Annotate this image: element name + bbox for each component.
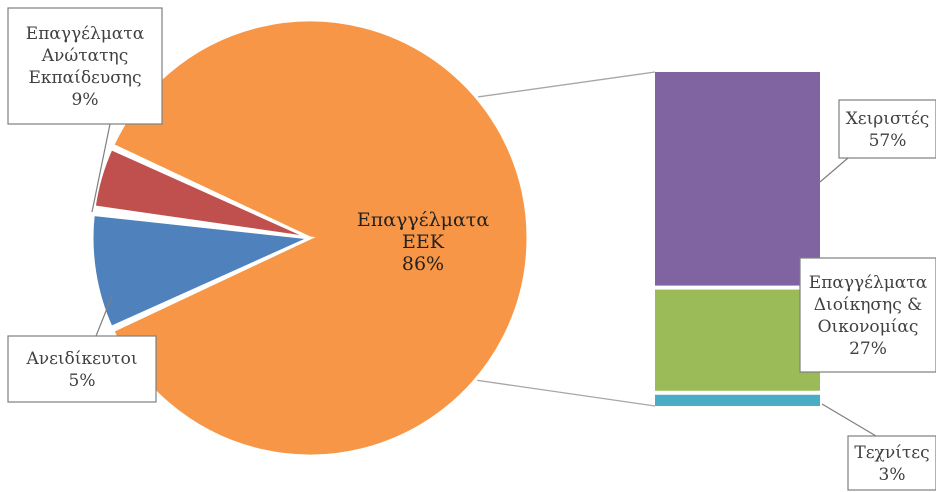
pie-label-2-leader (91, 123, 111, 213)
bar-label-2 (799, 257, 936, 373)
bar-label-1-box (838, 99, 936, 159)
bar-label-2-text: Επαγγέλματα Διοίκησης & Οικονομίας 27% (809, 273, 928, 359)
pie-label-3-text: Ανειδίκευτοι 5% (25, 349, 137, 391)
pie-slice-2 (90, 212, 316, 330)
pie-label-2-text: Επαγγέλματα Ανώτατης Εκπαίδευσης 9% (26, 24, 145, 110)
pie-label-2-box (7, 7, 163, 125)
bar-segment-3 (655, 394, 820, 406)
pie-label-1: Επαγγέλματα ΕΕΚ 86% (357, 209, 489, 275)
pie-label-3-box (7, 335, 157, 403)
bar-label-2-box (799, 257, 936, 373)
pie-slice-3 (92, 146, 311, 240)
bar-label-3 (821, 403, 936, 491)
bar-label-3-leader (821, 403, 877, 437)
bar-label-3-text: Τεχνίτες 3% (854, 443, 929, 485)
pie-label-3 (7, 295, 157, 403)
pie-label-2 (7, 7, 163, 213)
bar-segment-1 (655, 72, 820, 286)
bar-label-3-box (847, 435, 936, 491)
pie-slice-1 (110, 18, 530, 458)
bar-label-1-text: Χειριστές 57% (846, 109, 930, 151)
bar-segment-2 (655, 289, 820, 391)
bar-label-1 (819, 99, 936, 183)
pie-label-3-leader (95, 295, 113, 337)
bar-label-1-leader (819, 157, 849, 183)
